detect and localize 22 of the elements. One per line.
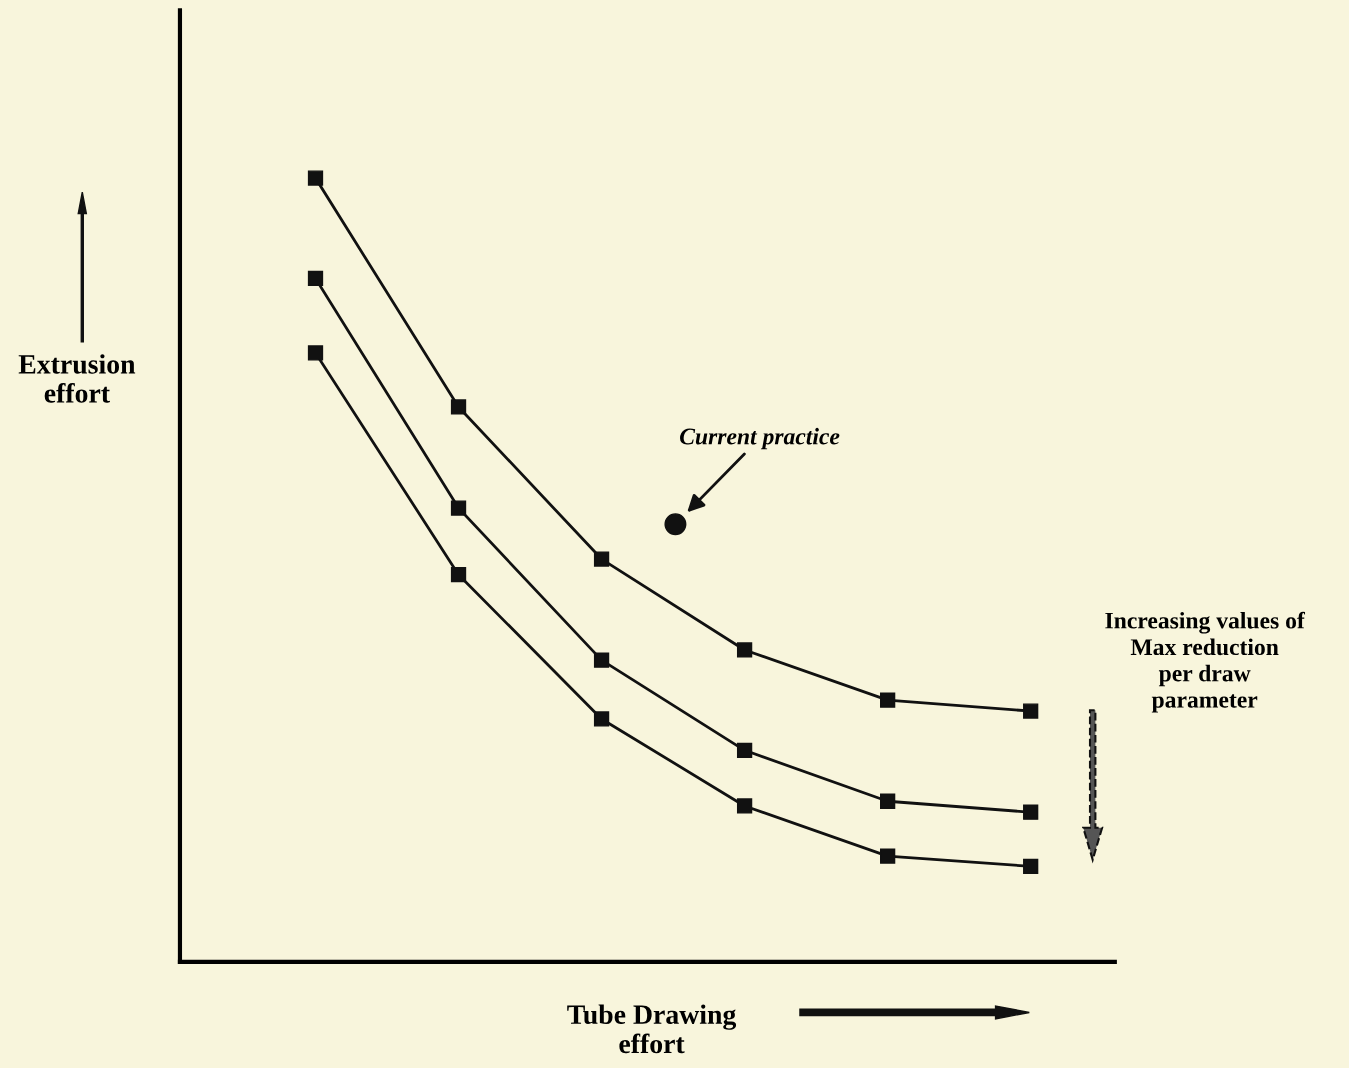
point	[450, 567, 467, 583]
point	[1023, 804, 1039, 820]
point	[880, 848, 896, 864]
point	[593, 652, 610, 668]
point	[736, 742, 753, 758]
point	[880, 793, 896, 809]
point	[880, 692, 896, 708]
point	[593, 711, 610, 727]
y-axis-title: Extrusion effort	[18, 354, 136, 403]
point	[307, 170, 324, 186]
x-axis-title: Tube Drawing effort	[567, 1004, 737, 1054]
point	[307, 345, 324, 361]
point	[450, 500, 467, 516]
point	[450, 399, 467, 415]
annotation: Current practice	[680, 427, 840, 450]
point	[736, 642, 753, 658]
annotation: Increasing values of Max reduction per draw parameter	[1105, 611, 1306, 713]
point	[1023, 703, 1039, 719]
point	[1023, 858, 1039, 874]
point	[736, 798, 753, 814]
point	[307, 270, 324, 287]
point	[593, 551, 610, 567]
